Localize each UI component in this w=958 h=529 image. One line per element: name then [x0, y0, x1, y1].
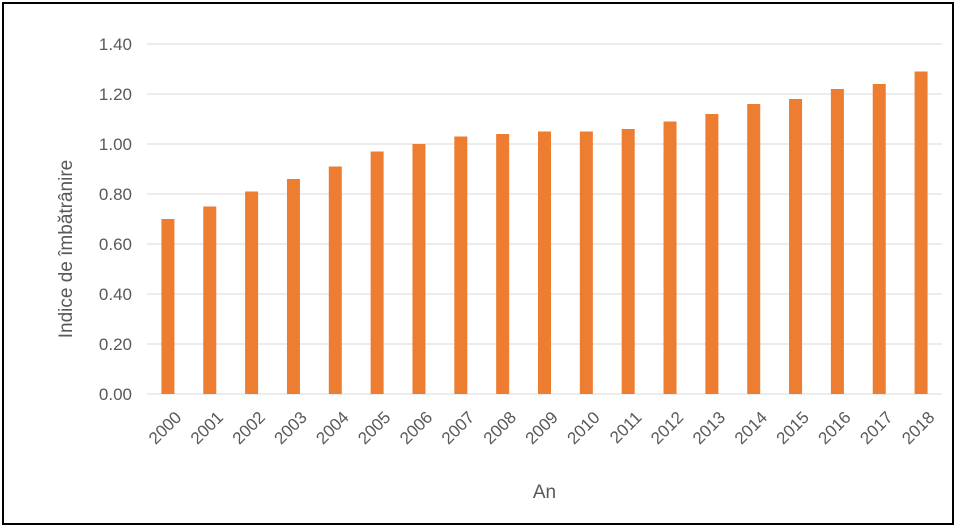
- x-tick-label: 2006: [396, 408, 436, 448]
- x-tick-label: 2002: [229, 408, 269, 448]
- y-tick-label: 1.20: [99, 85, 132, 104]
- bar-2015: [789, 99, 803, 394]
- bar-2000: [161, 219, 175, 394]
- bar-2017: [872, 84, 886, 394]
- bar-2008: [496, 134, 510, 394]
- x-tick-label: 2018: [898, 408, 938, 448]
- x-tick-label: 2005: [354, 408, 394, 448]
- y-tick-label: 1.40: [99, 35, 132, 54]
- bar-2002: [245, 191, 259, 394]
- x-tick-labels: 2000 2001 2002 2003 2004 2005 2006 2007 2008 2009…: [145, 408, 938, 448]
- y-tick-label: 1.00: [99, 135, 132, 154]
- bar-2007: [454, 136, 468, 394]
- bar-2001: [203, 206, 217, 394]
- x-tick-label: 2010: [563, 408, 603, 448]
- x-tick-label: 2012: [647, 408, 687, 448]
- x-tick-label: 2016: [815, 408, 855, 448]
- bar-2010: [579, 131, 593, 394]
- chart: 0.000.200.400.600.801.001.201.40 2000 200…: [56, 35, 942, 503]
- x-tick-label: 2015: [773, 408, 813, 448]
- x-tick-label: 2017: [856, 408, 896, 448]
- x-tick-label: 2014: [731, 408, 771, 448]
- y-tick-label: 0.60: [99, 235, 132, 254]
- bar-2018: [914, 71, 928, 394]
- x-tick-label: 2013: [689, 408, 729, 448]
- y-tick-label: 0.40: [99, 285, 132, 304]
- x-tick-label: 2007: [438, 408, 478, 448]
- bar-2003: [286, 179, 300, 394]
- bar-2006: [412, 144, 426, 394]
- x-tick-label: 2009: [522, 408, 562, 448]
- x-tick-label: 2000: [145, 408, 185, 448]
- bar-2009: [538, 131, 551, 394]
- y-tick-label: 0.80: [99, 185, 132, 204]
- bar-2011: [621, 129, 635, 394]
- x-axis-title: An: [533, 482, 556, 503]
- bars: [161, 71, 928, 394]
- x-tick-label: 2001: [187, 408, 227, 448]
- bar-2014: [747, 104, 761, 394]
- y-tick-labels: 0.00 0.20 0.40 0.60 0.80 1.00 1.20 1.40: [99, 35, 132, 404]
- bar-2004: [328, 166, 342, 394]
- bar-2016: [830, 89, 844, 394]
- y-axis-title: Indice de îmbătrânire: [56, 160, 77, 339]
- x-tick-label: 2008: [480, 408, 520, 448]
- x-tick-label: 2004: [312, 408, 352, 448]
- x-tick-label: 2011: [606, 408, 645, 447]
- x-tick-label: 2003: [271, 408, 311, 448]
- bar-2012: [663, 121, 677, 394]
- y-tick-label: 0.00: [99, 385, 132, 404]
- bar-2013: [705, 114, 719, 394]
- bar-2005: [370, 151, 384, 394]
- y-tick-label: 0.20: [99, 335, 132, 354]
